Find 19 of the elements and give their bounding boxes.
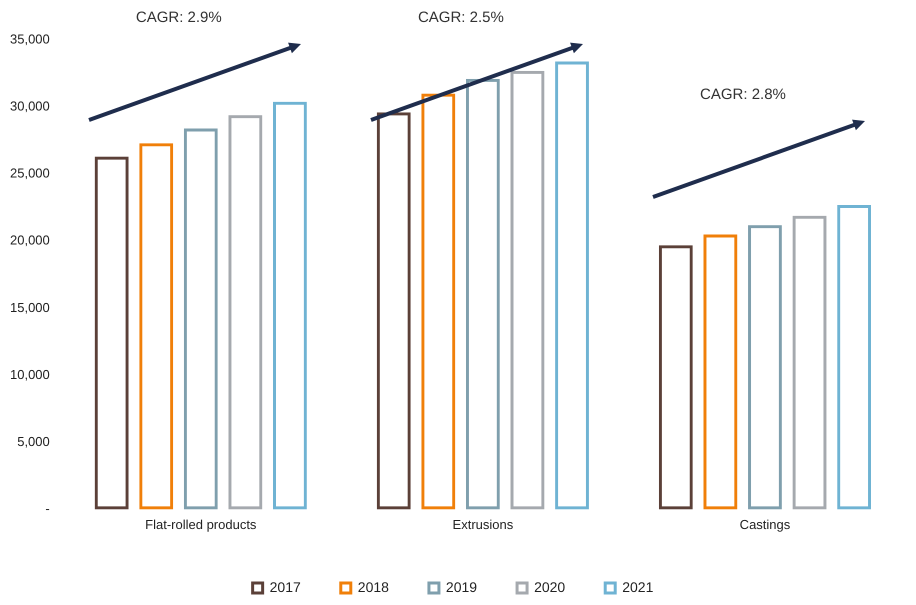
text: CAGR: 2.5% <box>418 9 504 26</box>
y-tick-label: 10,000 <box>10 366 50 382</box>
x-tick-label: Flat-rolled products <box>145 516 257 532</box>
legend-label: 2021 <box>622 578 654 595</box>
y-tick-label: 30,000 <box>10 98 50 114</box>
legend-label: 2020 <box>534 578 566 595</box>
y-tick-label: 5,000 <box>17 434 50 449</box>
y-tick-label: 15,000 <box>10 300 50 315</box>
x-tick-label: Castings <box>740 516 791 532</box>
legend-label: 2017 <box>270 578 301 595</box>
y-tick-label: 20,000 <box>10 232 50 248</box>
legend-label: 2019 <box>446 578 478 595</box>
y-tick-label: 25,000 <box>10 166 50 181</box>
y-tick-label: 35,000 <box>10 32 50 47</box>
x-tick-label: Extrusions <box>452 516 514 532</box>
text: CAGR: 2.9% <box>136 9 222 26</box>
legend-label: 2018 <box>358 578 390 595</box>
y-tick-label: - <box>45 500 50 516</box>
annotation: CAGR: 2.8% <box>700 86 786 104</box>
